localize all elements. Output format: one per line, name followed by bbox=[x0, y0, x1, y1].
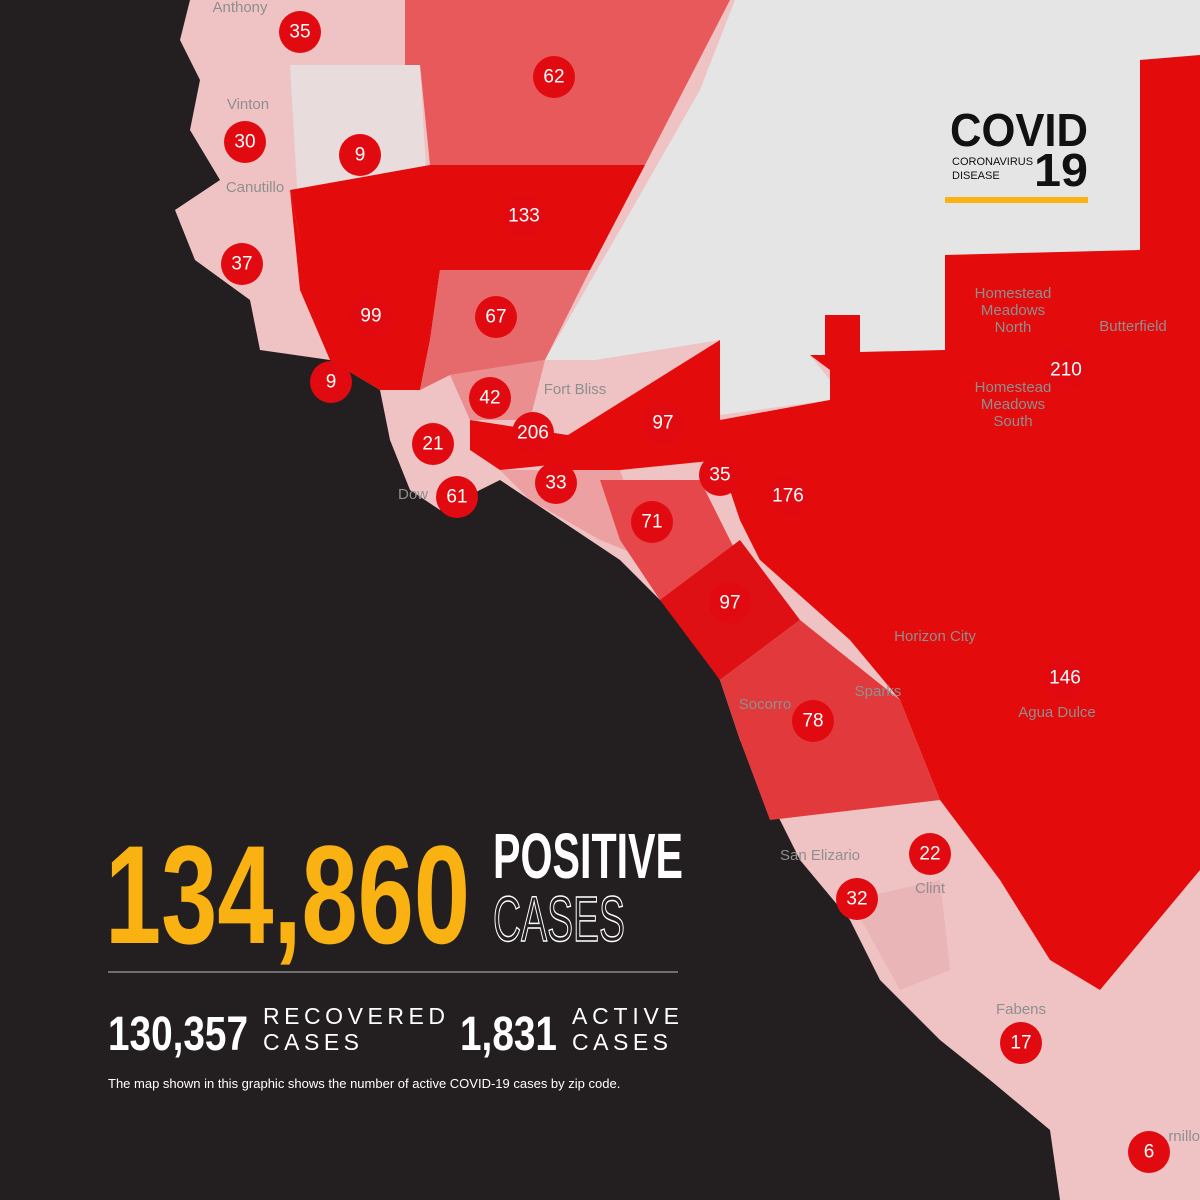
zip-marker bbox=[533, 56, 575, 98]
place-label: Fabens bbox=[996, 1001, 1046, 1018]
zip-count: 9 bbox=[355, 145, 366, 166]
zip-marker bbox=[792, 700, 834, 742]
place-label: Canutillo bbox=[226, 179, 284, 196]
zip-count: 78 bbox=[802, 711, 823, 732]
recovered-label: RECOVERED bbox=[263, 1003, 445, 1029]
zip-count: 176 bbox=[772, 486, 804, 507]
place-label: Butterfield bbox=[1099, 318, 1167, 335]
positive-count: 134,860 bbox=[105, 816, 470, 973]
place-label: San Elizario bbox=[780, 847, 860, 864]
zip-marker bbox=[1045, 349, 1087, 391]
zip-count: 97 bbox=[719, 593, 740, 614]
zip-marker bbox=[339, 134, 381, 176]
region bbox=[290, 165, 645, 270]
logo-subtitle: DISEASE bbox=[952, 170, 1000, 182]
zip-marker bbox=[709, 582, 751, 624]
zip-marker bbox=[1128, 1131, 1170, 1173]
place-label: Agua Dulce bbox=[1018, 704, 1096, 721]
zip-count: 146 bbox=[1049, 668, 1081, 689]
place-label: Fort Bliss bbox=[544, 381, 607, 398]
zip-marker bbox=[224, 121, 266, 163]
positive-label: POSITIVE bbox=[493, 820, 683, 892]
zip-count: 32 bbox=[846, 889, 867, 910]
zip-marker bbox=[1000, 1022, 1042, 1064]
place-label: South bbox=[993, 413, 1032, 430]
zip-marker bbox=[310, 361, 352, 403]
zip-marker bbox=[767, 475, 809, 517]
zip-count: 22 bbox=[919, 844, 940, 865]
zip-marker bbox=[412, 423, 454, 465]
place-label: Horizon City bbox=[894, 628, 976, 645]
zip-count: 62 bbox=[543, 67, 564, 88]
logo-number: 19 bbox=[1034, 144, 1088, 196]
zip-count: 35 bbox=[709, 465, 730, 486]
zip-count: 17 bbox=[1010, 1033, 1031, 1054]
place-label: Dow bbox=[398, 486, 428, 503]
zip-count: 206 bbox=[517, 423, 549, 444]
region bbox=[560, 340, 720, 470]
zip-marker bbox=[699, 454, 741, 496]
place-label: Clint bbox=[915, 880, 946, 897]
place-label: Socorro bbox=[739, 696, 792, 713]
place-label: Anthony bbox=[212, 0, 268, 16]
zip-count: 99 bbox=[360, 306, 381, 327]
zip-count: 6 bbox=[1144, 1142, 1155, 1163]
zip-count: 21 bbox=[422, 434, 443, 455]
recovered-count: 130,357 bbox=[108, 1008, 248, 1061]
place-label: rnillo bbox=[1168, 1128, 1200, 1145]
zip-count: 33 bbox=[545, 473, 566, 494]
footnote: The map shown in this graphic shows the … bbox=[108, 1076, 620, 1091]
logo-bar bbox=[945, 197, 1088, 203]
logo-subtitle: CORONAVIRUS bbox=[952, 156, 1033, 168]
zip-count: 30 bbox=[234, 132, 255, 153]
zip-marker bbox=[475, 296, 517, 338]
active-label: CASES bbox=[572, 1029, 668, 1055]
zip-marker bbox=[631, 501, 673, 543]
positive-label: CASES bbox=[493, 883, 625, 955]
zip-count: 71 bbox=[641, 512, 662, 533]
zip-marker bbox=[350, 295, 392, 337]
zip-marker bbox=[279, 11, 321, 53]
place-label: Homestead bbox=[975, 285, 1052, 302]
zip-count: 61 bbox=[446, 487, 467, 508]
zip-count: 37 bbox=[231, 254, 252, 275]
zip-count: 67 bbox=[485, 307, 506, 328]
logo-title: COVID bbox=[950, 104, 1088, 156]
place-label: Sparks bbox=[855, 683, 902, 700]
zip-marker bbox=[535, 462, 577, 504]
region bbox=[290, 190, 440, 390]
zip-marker bbox=[436, 476, 478, 518]
logo: COVID CORONAVIRUS DISEASE 19 bbox=[945, 104, 1088, 203]
active-count: 1,831 bbox=[460, 1008, 557, 1061]
place-label: Homestead bbox=[975, 379, 1052, 396]
zip-count: 35 bbox=[289, 22, 310, 43]
region bbox=[545, 0, 1200, 415]
zip-count: 133 bbox=[508, 206, 540, 227]
zip-count: 42 bbox=[479, 388, 500, 409]
zip-marker bbox=[909, 833, 951, 875]
zip-marker bbox=[642, 402, 684, 444]
place-label: Meadows bbox=[981, 396, 1045, 413]
region bbox=[720, 55, 1200, 990]
recovered-label: CASES bbox=[263, 1029, 359, 1055]
zip-marker bbox=[469, 377, 511, 419]
place-label: Meadows bbox=[981, 302, 1045, 319]
zip-count: 97 bbox=[652, 413, 673, 434]
zip-marker bbox=[512, 412, 554, 454]
zip-marker bbox=[221, 243, 263, 285]
place-labels: Anthony Vinton Canutillo Fort Bliss Dow Homes… bbox=[212, 0, 1200, 1145]
place-label: North bbox=[995, 319, 1032, 336]
zip-marker bbox=[1044, 657, 1086, 699]
zip-marker bbox=[503, 195, 545, 237]
place-label: Vinton bbox=[227, 96, 269, 113]
zip-count: 210 bbox=[1050, 360, 1082, 381]
zip-marker bbox=[836, 878, 878, 920]
zip-count: 9 bbox=[326, 372, 337, 393]
